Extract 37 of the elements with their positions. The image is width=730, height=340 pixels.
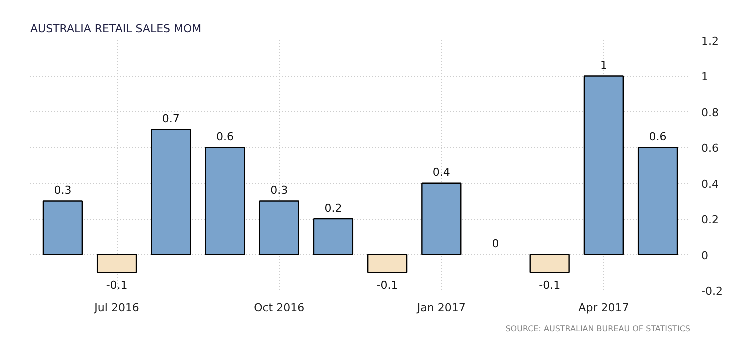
data-label: 0.6 bbox=[649, 130, 667, 144]
y-tick-label: 0.8 bbox=[702, 106, 719, 120]
chart-title: AUSTRALIA RETAIL SALES MOM bbox=[30, 22, 202, 36]
y-tick-label: 0.6 bbox=[702, 142, 719, 156]
bar bbox=[422, 182, 462, 256]
x-tick-label: Jan 2017 bbox=[416, 302, 466, 314]
bar bbox=[259, 200, 300, 256]
data-label: 1 bbox=[600, 59, 608, 72]
y-tick-label: -0.2 bbox=[702, 285, 723, 298]
bar bbox=[205, 147, 246, 256]
data-label: 0.6 bbox=[216, 130, 234, 144]
data-label: 0 bbox=[492, 238, 500, 251]
bar bbox=[151, 129, 192, 256]
y-tick-label: 0.4 bbox=[702, 178, 719, 191]
data-label: -0.1 bbox=[376, 278, 398, 292]
bar bbox=[638, 147, 678, 256]
bar bbox=[42, 200, 84, 256]
data-label: -0.1 bbox=[106, 278, 128, 292]
bar bbox=[313, 218, 354, 256]
source-note: SOURCE: AUSTRALIAN BUREAU OF STATISTICS bbox=[506, 324, 691, 334]
data-label: 0.7 bbox=[162, 112, 180, 126]
y-tick-label: 1 bbox=[702, 70, 708, 84]
x-tick-label: Jul 2016 bbox=[94, 302, 140, 314]
y-tick-label: 1.2 bbox=[702, 35, 719, 48]
x-tick-label: Oct 2016 bbox=[254, 302, 305, 314]
bar bbox=[530, 254, 570, 274]
data-label: 0.3 bbox=[54, 184, 72, 198]
bar bbox=[96, 254, 138, 274]
x-tick-label: Apr 2017 bbox=[578, 302, 630, 314]
y-tick-label: 0 bbox=[702, 249, 708, 262]
bar bbox=[367, 254, 408, 274]
y-tick-label: 0.2 bbox=[702, 214, 719, 227]
data-label: 0.3 bbox=[270, 184, 288, 198]
bar bbox=[584, 76, 624, 256]
data-label: -0.1 bbox=[539, 278, 561, 292]
data-label: 0.4 bbox=[432, 166, 450, 180]
data-label: 0.2 bbox=[324, 202, 342, 215]
